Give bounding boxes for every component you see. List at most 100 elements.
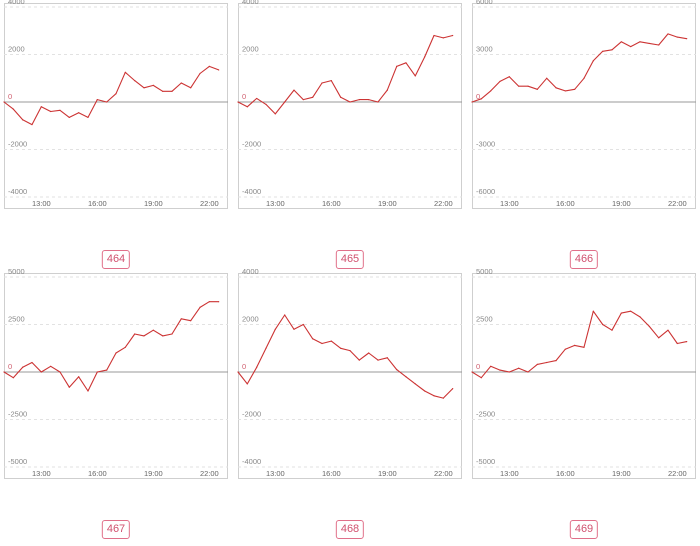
data-point [284, 101, 286, 103]
chart-id-badge[interactable]: 468 [335, 520, 365, 539]
y-tick-label: -2500 [476, 410, 495, 419]
data-point [452, 34, 454, 37]
data-point [12, 108, 14, 110]
data-point [115, 93, 117, 95]
data-point [630, 45, 632, 48]
y-tick-label: 5000 [8, 267, 25, 276]
data-point [405, 62, 407, 64]
data-point [190, 87, 192, 89]
x-tick-label: 19:00 [378, 469, 397, 478]
x-tick-label: 13:00 [500, 199, 519, 208]
chart-id-badge[interactable]: 469 [569, 520, 599, 539]
x-tick-label: 13:00 [266, 199, 285, 208]
chart-id-badge[interactable]: 467 [101, 520, 131, 539]
data-point [648, 325, 650, 327]
y-tick-label: 0 [8, 92, 12, 101]
data-point [321, 82, 323, 84]
data-point [424, 56, 426, 58]
data-point [218, 301, 220, 303]
y-tick-label: -5000 [476, 457, 495, 466]
data-point [602, 323, 604, 326]
data-point [340, 347, 342, 349]
chart-panel: 5000 2500 0 -2500 -5000 13:00 16:00 19:00 22:00 4… [3, 267, 228, 546]
y-tick-label: 0 [242, 362, 246, 371]
data-point [284, 314, 286, 316]
x-tick-label: 13:00 [266, 469, 285, 478]
y-tick-label: 0 [476, 362, 480, 371]
data-point [611, 329, 613, 331]
data-point [59, 109, 61, 111]
data-point [171, 333, 173, 335]
chart-id-badge[interactable]: 465 [335, 250, 365, 269]
y-tick-label: -2000 [242, 410, 261, 419]
data-point [246, 383, 248, 385]
data-point [433, 34, 435, 37]
series-line [3, 65, 219, 126]
x-tick-label: 22:00 [200, 199, 219, 208]
data-point [124, 71, 126, 73]
data-point [293, 328, 295, 330]
data-point [190, 320, 192, 322]
y-tick-label: -6000 [476, 187, 495, 196]
plot-frame [4, 273, 228, 479]
data-point [180, 82, 182, 84]
data-point [106, 101, 108, 103]
data-point [208, 65, 210, 67]
data-point [546, 361, 548, 364]
data-point [630, 310, 632, 312]
plot-frame [472, 273, 696, 479]
data-point [611, 49, 613, 51]
data-point [330, 340, 332, 342]
data-point [199, 72, 201, 75]
data-point [124, 346, 126, 348]
data-point [180, 318, 182, 320]
data-point [555, 87, 557, 89]
data-point [564, 348, 566, 350]
x-tick-label: 22:00 [200, 469, 219, 478]
y-tick-label: 6000 [476, 0, 493, 6]
y-tick-label: -2500 [8, 410, 27, 419]
chart-id-badge[interactable]: 466 [569, 250, 599, 269]
y-tick-label: -4000 [242, 457, 261, 466]
data-point [302, 323, 304, 326]
x-tick-label: 19:00 [612, 469, 631, 478]
data-point [536, 88, 538, 90]
data-point [433, 395, 435, 397]
data-point [527, 85, 529, 87]
series-line [471, 310, 687, 379]
data-point [667, 33, 669, 35]
x-tick-label: 22:00 [434, 199, 453, 208]
data-point [676, 342, 678, 345]
data-point [349, 350, 351, 352]
data-point [106, 369, 108, 371]
data-point [40, 106, 42, 108]
data-point [592, 60, 594, 62]
data-point [143, 87, 145, 89]
data-point [330, 80, 332, 82]
line-chart: 4000 2000 0 -2000 -4000 13:00 16:00 19:00 22:00 [3, 0, 228, 209]
data-point [22, 119, 24, 121]
data-point [115, 352, 117, 354]
data-point [31, 123, 33, 126]
data-point [340, 96, 342, 98]
data-point [639, 41, 641, 43]
chart-panel: 6000 3000 0 -3000 -6000 13:00 16:00 19:00 22:00 4… [471, 0, 696, 276]
data-point [59, 371, 61, 373]
data-point [265, 103, 267, 105]
data-point [480, 98, 482, 100]
chart-panel: 4000 2000 0 -2000 -4000 13:00 16:00 19:00 22:00 4… [3, 0, 228, 276]
data-point [405, 376, 407, 378]
data-point [583, 77, 585, 79]
data-point [78, 376, 80, 378]
chart-id-badge[interactable]: 464 [101, 250, 131, 269]
data-point [620, 312, 622, 314]
data-point [3, 371, 5, 373]
x-tick-label: 19:00 [144, 199, 163, 208]
x-tick-label: 19:00 [612, 199, 631, 208]
line-chart: 5000 2500 0 -2500 -5000 13:00 16:00 19:00 22:00 [3, 267, 228, 479]
x-tick-label: 19:00 [144, 469, 163, 478]
data-point [574, 344, 576, 346]
data-point [490, 90, 492, 92]
data-point [648, 42, 650, 45]
y-tick-label: 2000 [8, 45, 25, 54]
